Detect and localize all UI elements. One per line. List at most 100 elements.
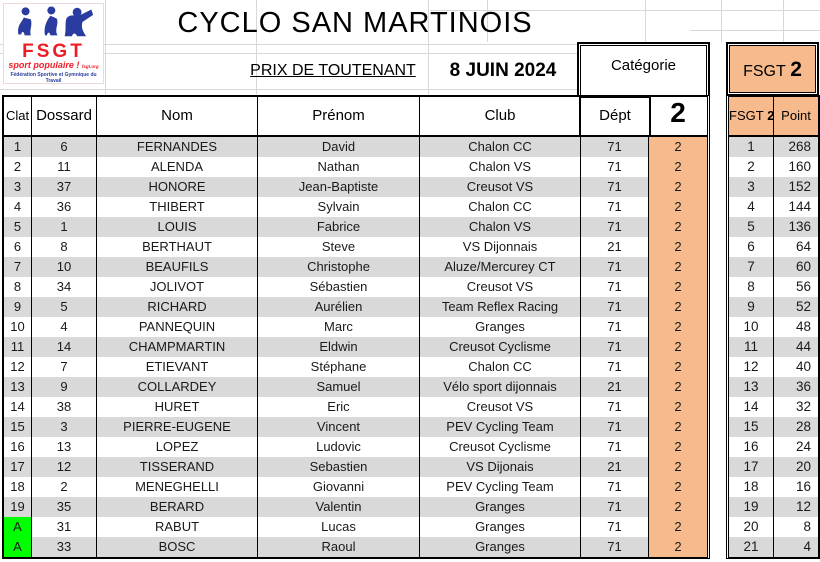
cell-club[interactable]: Chalon CC [420,357,581,377]
cell-dossard[interactable]: 6 [32,137,97,157]
cell-dept[interactable]: 71 [581,297,649,317]
cell-dossard[interactable]: 37 [32,177,97,197]
cell-nom[interactable]: RICHARD [97,297,258,317]
cell-nom[interactable]: CHAMPMARTIN [97,337,258,357]
cell-nom[interactable]: PANNEQUIN [97,317,258,337]
cell-points[interactable]: 64 [774,237,818,257]
cell-club[interactable]: Creusot VS [420,177,581,197]
cell-fsgt-rank[interactable]: 6 [729,237,774,257]
cell-dept[interactable]: 71 [581,157,649,177]
cell-fsgt-rank[interactable]: 18 [729,477,774,497]
cell-prenom[interactable]: Sebastien [258,457,420,477]
cell-fsgt-rank[interactable]: 5 [729,217,774,237]
cell-dossard[interactable]: 9 [32,377,97,397]
cell-dossard[interactable]: 34 [32,277,97,297]
cell-dept[interactable]: 71 [581,337,649,357]
cell-prenom[interactable]: Raoul [258,537,420,557]
cell-fsgt-rank[interactable]: 20 [729,517,774,537]
cell-nom[interactable]: HONORE [97,177,258,197]
cell-nom[interactable]: BOSC [97,537,258,557]
cell-club[interactable]: Vélo sport dijonnais [420,377,581,397]
cell-points[interactable]: 56 [774,277,818,297]
cell-nom[interactable]: MENEGHELLI [97,477,258,497]
cell-fsgt-rank[interactable]: 14 [729,397,774,417]
cell-dossard[interactable]: 33 [32,537,97,557]
cell-club[interactable]: Creusot Cyclisme [420,337,581,357]
cell-dept[interactable]: 71 [581,497,649,517]
cell-dept[interactable]: 71 [581,417,649,437]
cell-points[interactable]: 144 [774,197,818,217]
cell-clat[interactable]: 15 [4,417,32,437]
cell-cat[interactable]: 2 [649,277,707,297]
cell-dept[interactable]: 71 [581,177,649,197]
cell-fsgt-rank[interactable]: 21 [729,537,774,557]
cell-club[interactable]: Granges [420,537,581,557]
cell-cat[interactable]: 2 [649,497,707,517]
cell-nom[interactable]: TISSERAND [97,457,258,477]
cell-points[interactable]: 152 [774,177,818,197]
cell-dept[interactable]: 71 [581,217,649,237]
cell-dossard[interactable]: 36 [32,197,97,217]
cell-points[interactable]: 48 [774,317,818,337]
cell-fsgt-rank[interactable]: 13 [729,377,774,397]
cell-prenom[interactable]: Fabrice [258,217,420,237]
cell-points[interactable]: 16 [774,477,818,497]
cell-dept[interactable]: 71 [581,517,649,537]
cell-prenom[interactable]: Giovanni [258,477,420,497]
cell-prenom[interactable]: Aurélien [258,297,420,317]
cell-dossard[interactable]: 38 [32,397,97,417]
cell-prenom[interactable]: Vincent [258,417,420,437]
cell-club[interactable]: Aluze/Mercurey CT [420,257,581,277]
cell-dossard[interactable]: 31 [32,517,97,537]
cell-cat[interactable]: 2 [649,237,707,257]
cell-club[interactable]: Creusot Cyclisme [420,437,581,457]
cell-clat[interactable]: 13 [4,377,32,397]
cell-prenom[interactable]: Marc [258,317,420,337]
cell-cat[interactable]: 2 [649,477,707,497]
cell-fsgt-rank[interactable]: 11 [729,337,774,357]
cell-club[interactable]: Granges [420,517,581,537]
cell-prenom[interactable]: Sébastien [258,277,420,297]
cell-club[interactable]: Creusot VS [420,397,581,417]
cell-nom[interactable]: BERTHAUT [97,237,258,257]
cell-prenom[interactable]: Eric [258,397,420,417]
cell-points[interactable]: 44 [774,337,818,357]
cell-dossard[interactable]: 1 [32,217,97,237]
cell-fsgt-rank[interactable]: 9 [729,297,774,317]
cell-nom[interactable]: HURET [97,397,258,417]
cell-fsgt-rank[interactable]: 12 [729,357,774,377]
cell-dossard[interactable]: 8 [32,237,97,257]
cell-cat[interactable]: 2 [649,137,707,157]
cell-fsgt-rank[interactable]: 2 [729,157,774,177]
cell-cat[interactable]: 2 [649,177,707,197]
cell-club[interactable]: PEV Cycling Team [420,477,581,497]
cell-cat[interactable]: 2 [649,197,707,217]
cell-dept[interactable]: 21 [581,457,649,477]
cell-dept[interactable]: 71 [581,357,649,377]
cell-points[interactable]: 4 [774,537,818,557]
cell-points[interactable]: 32 [774,397,818,417]
cell-prenom[interactable]: David [258,137,420,157]
cell-fsgt-rank[interactable]: 16 [729,437,774,457]
cell-nom[interactable]: BERARD [97,497,258,517]
cell-dept[interactable]: 21 [581,377,649,397]
cell-cat[interactable]: 2 [649,257,707,277]
cell-nom[interactable]: LOPEZ [97,437,258,457]
cell-dept[interactable]: 71 [581,137,649,157]
cell-dossard[interactable]: 11 [32,157,97,177]
cell-nom[interactable]: RABUT [97,517,258,537]
cell-fsgt-rank[interactable]: 3 [729,177,774,197]
cell-dept[interactable]: 21 [581,237,649,257]
cell-clat[interactable]: 1 [4,137,32,157]
cell-club[interactable]: Chalon VS [420,217,581,237]
cell-fsgt-rank[interactable]: 7 [729,257,774,277]
cell-fsgt-rank[interactable]: 4 [729,197,774,217]
cell-prenom[interactable]: Jean-Baptiste [258,177,420,197]
cell-prenom[interactable]: Lucas [258,517,420,537]
cell-dept[interactable]: 71 [581,397,649,417]
cell-cat[interactable]: 2 [649,297,707,317]
cell-club[interactable]: Chalon CC [420,197,581,217]
cell-nom[interactable]: ETIEVANT [97,357,258,377]
cell-prenom[interactable]: Ludovic [258,437,420,457]
cell-dossard[interactable]: 2 [32,477,97,497]
